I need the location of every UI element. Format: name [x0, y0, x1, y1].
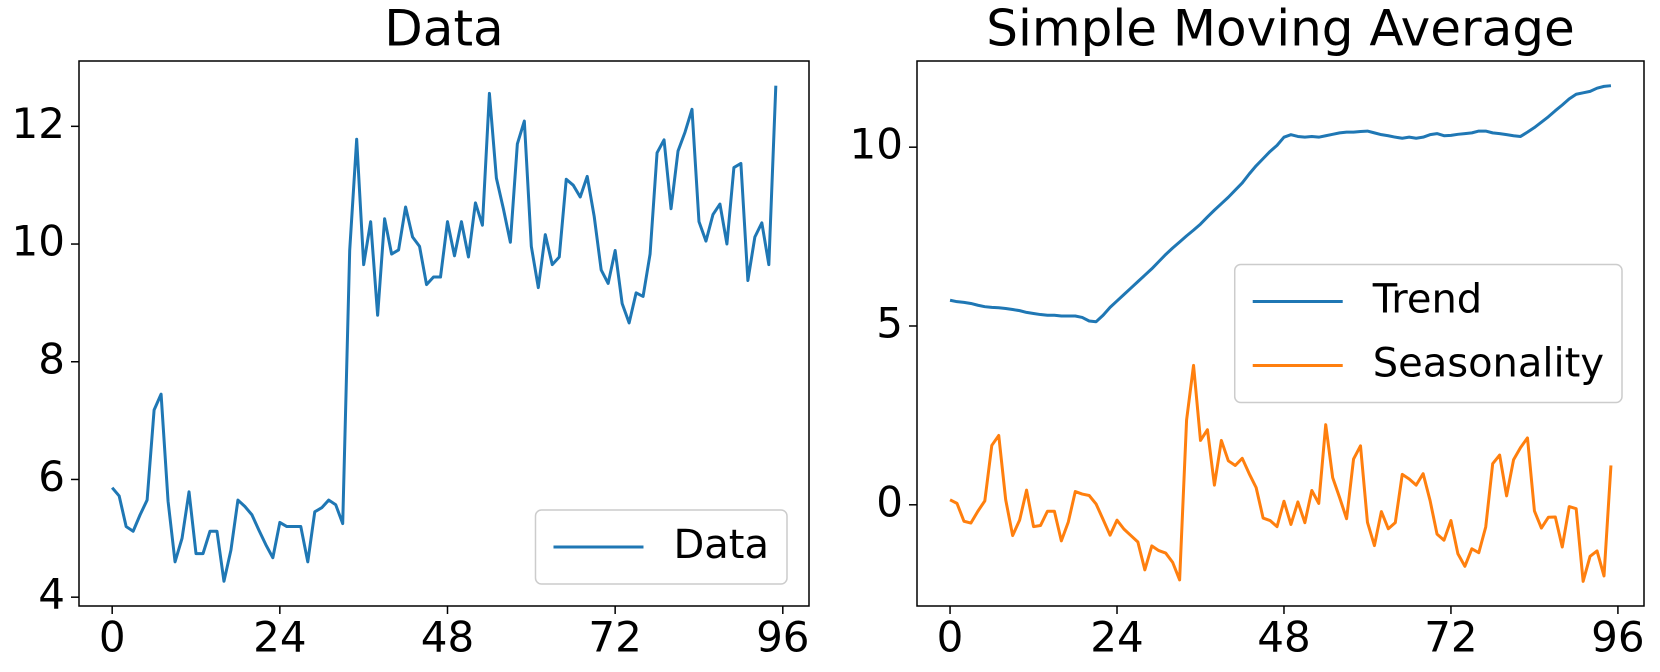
y-tick-label: 0	[876, 477, 903, 526]
x-tick-label: 48	[421, 613, 474, 662]
data-line	[949, 363, 1613, 583]
y-tick-label: 5	[876, 298, 903, 347]
legend: Trend Seasonality	[1233, 263, 1623, 404]
legend-label: Data	[673, 522, 769, 568]
chart-title: Simple Moving Average	[986, 0, 1574, 58]
x-tick-label: 24	[1090, 613, 1143, 662]
axes-frame	[78, 60, 810, 607]
y-tick-label: 12	[12, 99, 65, 148]
y-tick-label: 4	[38, 570, 65, 619]
panel: Data 4 6 8 10 12 0 24 48 72 96 Data	[12, 0, 810, 662]
x-tick-label: 0	[99, 613, 126, 662]
x-tick-label: 72	[588, 613, 641, 662]
chart-title: Data	[384, 0, 503, 58]
y-tick-label: 6	[38, 452, 65, 501]
x-tick-label: 96	[756, 613, 809, 662]
legend-box	[534, 509, 788, 585]
axes-frame	[916, 60, 1645, 607]
data-line	[111, 85, 778, 583]
legend-label: Seasonality	[1373, 341, 1604, 387]
legend: Data	[534, 509, 788, 585]
legend-box	[1233, 263, 1623, 404]
x-tick-label: 96	[1591, 613, 1644, 662]
x-tick-label: 0	[937, 613, 964, 662]
x-tick-label: 24	[253, 613, 306, 662]
data-line	[949, 84, 1612, 324]
y-tick-label: 8	[38, 334, 65, 383]
x-tick-label: 72	[1424, 613, 1477, 662]
x-tick-label: 48	[1257, 613, 1310, 662]
y-tick-label: 10	[850, 120, 903, 169]
legend-label: Trend	[1372, 277, 1482, 323]
y-tick-label: 10	[12, 217, 65, 266]
panel: Simple Moving Average 0 5 10 0 24 48 72 96 Trend S…	[850, 0, 1645, 662]
